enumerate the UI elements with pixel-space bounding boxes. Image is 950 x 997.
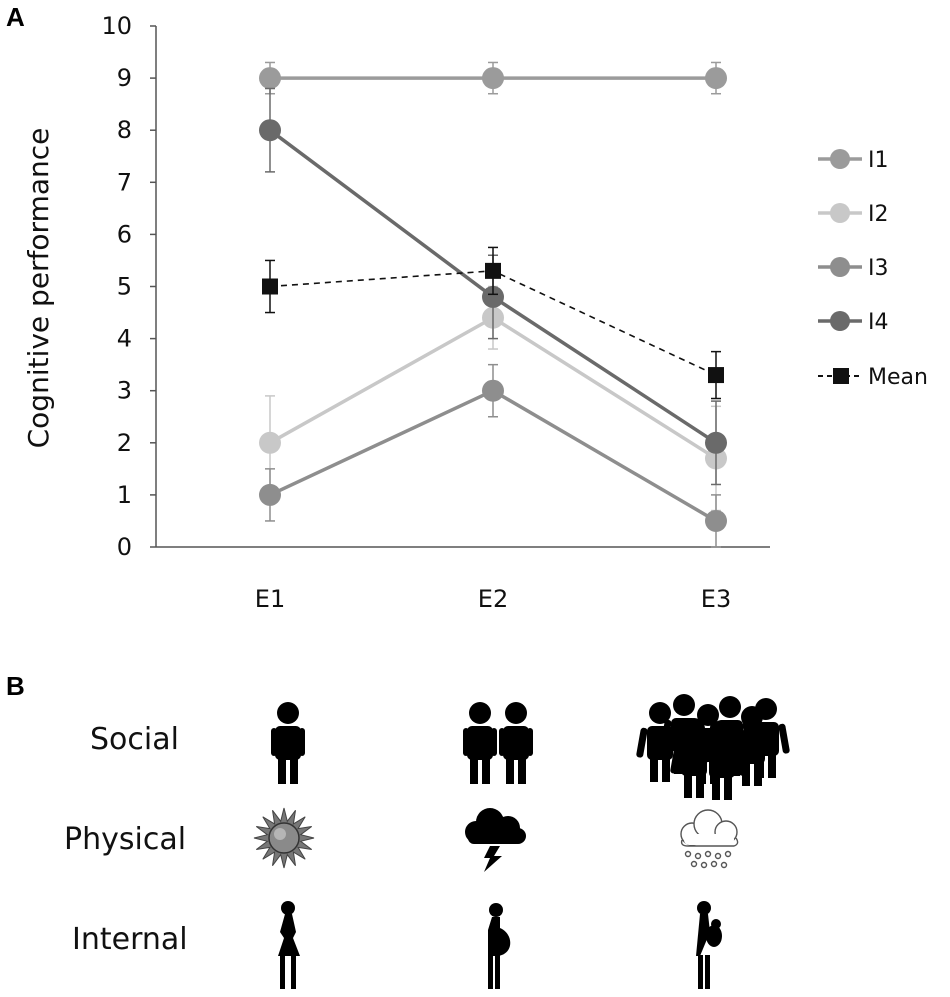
data-point xyxy=(485,262,501,279)
x-tick-label: E1 xyxy=(255,585,285,613)
legend-label: I1 xyxy=(868,148,889,173)
y-tick-label: 3 xyxy=(117,377,132,405)
legend-label: I2 xyxy=(868,202,889,227)
legend-marker xyxy=(833,368,849,384)
data-point xyxy=(262,278,278,295)
y-tick-label: 0 xyxy=(117,533,132,561)
data-point xyxy=(259,483,281,506)
y-tick-label: 7 xyxy=(117,168,132,196)
legend-marker xyxy=(830,257,850,277)
data-point xyxy=(705,509,727,532)
legend-marker xyxy=(830,149,850,169)
legend-label: Mean xyxy=(868,365,928,390)
legend-item-i3: I3 xyxy=(818,256,889,281)
y-axis-label: Cognitive performance xyxy=(22,128,55,449)
legend-item-i4: I4 xyxy=(818,310,889,335)
legend-label: I3 xyxy=(868,256,889,281)
sun-icon xyxy=(253,807,315,869)
storm-cloud-icon xyxy=(465,808,526,872)
y-tick-label: 4 xyxy=(117,325,132,353)
legend-marker xyxy=(830,311,850,331)
pregnant-woman-icon xyxy=(488,903,511,989)
series-i1 xyxy=(259,61,727,95)
data-point xyxy=(259,67,281,90)
mother-with-baby-icon xyxy=(696,901,722,989)
crowd-person xyxy=(636,702,684,782)
legend-item-mean: Mean xyxy=(818,365,928,390)
legend: I1 I2 I3 I4 Mean xyxy=(818,148,928,390)
chart-axes: 0 1 2 3 4 5 6 7 8 9 10 E1 E2 E3 xyxy=(101,12,770,613)
y-tick-label: 8 xyxy=(117,116,132,144)
panel-a-letter: A xyxy=(6,2,25,32)
data-point xyxy=(482,379,504,402)
row-label-physical: Physical xyxy=(64,822,187,857)
y-tick-label: 9 xyxy=(117,64,132,92)
data-point xyxy=(482,67,504,90)
crowd-person xyxy=(742,698,790,778)
y-tick-label: 10 xyxy=(101,12,132,40)
series-i4 xyxy=(259,87,727,486)
series-layer xyxy=(259,61,727,548)
y-tick-label: 6 xyxy=(117,220,132,248)
x-tick-label: E2 xyxy=(478,585,508,613)
single-person-icon xyxy=(271,702,305,784)
series-mean xyxy=(262,246,724,400)
line-chart: Cognitive performance 0 1 2 3 4 5 6 7 8 9 10 E1 E2 E3… xyxy=(22,12,928,613)
y-tick-label: 2 xyxy=(117,429,132,457)
woman-silhouette-icon xyxy=(278,901,300,989)
two-people-icon xyxy=(463,702,533,784)
crowd-person xyxy=(698,720,746,800)
x-tick-label: E3 xyxy=(701,585,731,613)
data-point xyxy=(259,431,281,454)
data-point xyxy=(482,285,504,308)
data-point xyxy=(259,119,281,142)
panel-b-icons xyxy=(253,694,790,989)
legend-item-i2: I2 xyxy=(818,202,889,227)
data-point xyxy=(705,67,727,90)
panel-b-letter: B xyxy=(6,671,25,701)
legend-marker xyxy=(830,203,850,223)
y-tick-label: 5 xyxy=(117,273,132,301)
row-label-social: Social xyxy=(90,722,179,757)
data-point xyxy=(708,367,724,384)
crowd-icon xyxy=(636,694,790,800)
data-point xyxy=(705,431,727,454)
legend-item-i1: I1 xyxy=(818,148,889,173)
snow-cloud-icon xyxy=(680,809,739,869)
series-i3 xyxy=(259,363,727,548)
row-label-internal: Internal xyxy=(72,922,188,957)
legend-label: I4 xyxy=(868,310,889,335)
y-tick-label: 1 xyxy=(117,481,132,509)
